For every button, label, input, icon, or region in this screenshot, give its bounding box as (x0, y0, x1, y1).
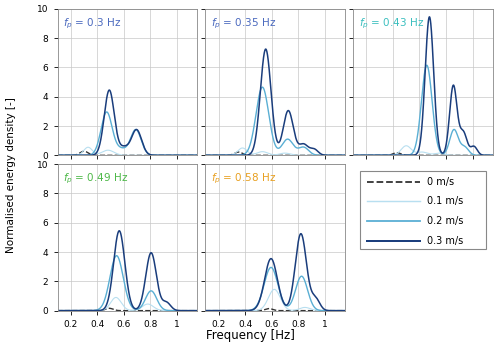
Text: $f_p$ = 0.35 Hz: $f_p$ = 0.35 Hz (211, 16, 276, 31)
Text: 0.1 m/s: 0.1 m/s (427, 197, 463, 206)
Text: 0.2 m/s: 0.2 m/s (427, 216, 464, 226)
Text: $f_p$ = 0.58 Hz: $f_p$ = 0.58 Hz (211, 171, 276, 186)
Text: 0 m/s: 0 m/s (427, 177, 454, 187)
Text: $f_p$ = 0.49 Hz: $f_p$ = 0.49 Hz (63, 171, 128, 186)
Text: Normalised energy density [-]: Normalised energy density [-] (6, 98, 16, 253)
Text: $f_p$ = 0.3 Hz: $f_p$ = 0.3 Hz (63, 16, 122, 31)
Bar (360, 171, 486, 249)
Text: Frequency [Hz]: Frequency [Hz] (206, 329, 294, 342)
Text: 0.3 m/s: 0.3 m/s (427, 236, 463, 246)
Text: $f_p$ = 0.43 Hz: $f_p$ = 0.43 Hz (358, 16, 424, 31)
